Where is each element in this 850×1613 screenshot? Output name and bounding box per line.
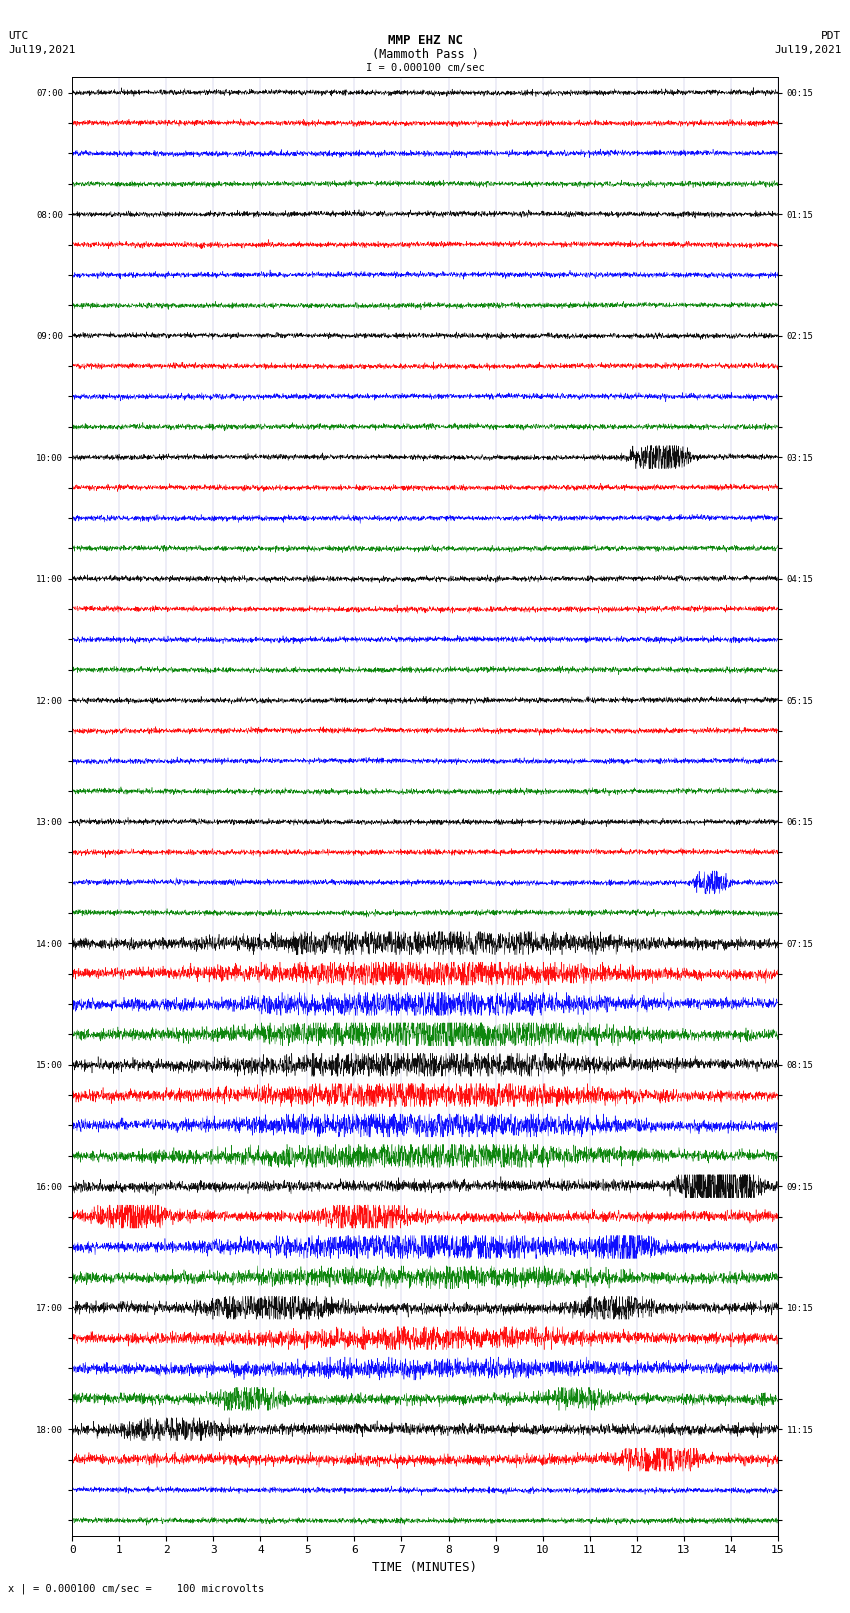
Text: Jul19,2021: Jul19,2021 — [8, 45, 76, 55]
Text: Jul19,2021: Jul19,2021 — [774, 45, 842, 55]
Text: (Mammoth Pass ): (Mammoth Pass ) — [371, 48, 479, 61]
Text: MMP EHZ NC: MMP EHZ NC — [388, 34, 462, 47]
Text: x | = 0.000100 cm/sec =    100 microvolts: x | = 0.000100 cm/sec = 100 microvolts — [8, 1582, 264, 1594]
X-axis label: TIME (MINUTES): TIME (MINUTES) — [372, 1561, 478, 1574]
Text: PDT: PDT — [821, 31, 842, 40]
Text: UTC: UTC — [8, 31, 29, 40]
Text: I = 0.000100 cm/sec: I = 0.000100 cm/sec — [366, 63, 484, 73]
